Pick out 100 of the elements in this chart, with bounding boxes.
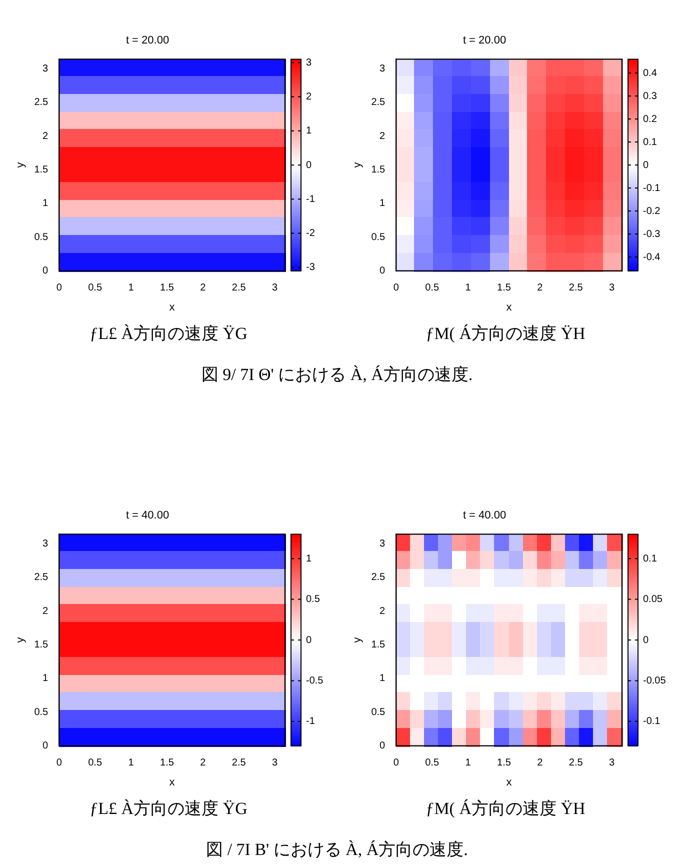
y-tick-label: 2 xyxy=(42,130,49,142)
color-bar-label: 2 xyxy=(306,91,312,102)
color-bar-label: 0.5 xyxy=(306,594,320,606)
y-tick-label: 2.5 xyxy=(371,572,386,584)
x-tick-label: 2 xyxy=(537,758,544,769)
x-tick-label: 2.5 xyxy=(568,282,584,294)
y-tick-label: 2.5 xyxy=(34,97,49,108)
color-bar-label: 0.05 xyxy=(643,594,663,606)
color-bar-label: 0.3 xyxy=(643,90,658,102)
y-tick-label: 2 xyxy=(380,606,386,617)
color-bar-label: -2 xyxy=(306,228,316,240)
color-bar-label: -0.4 xyxy=(643,252,661,263)
color-bar-label: 0 xyxy=(306,634,312,646)
x-tick-label: 2 xyxy=(537,282,544,294)
x-tick-label: 0.5 xyxy=(425,282,440,294)
color-bar-label: 0 xyxy=(306,160,312,171)
x-tick-label: 0 xyxy=(393,758,400,769)
color-bar-label: -1 xyxy=(306,716,316,728)
x-tick-label: 3 xyxy=(272,282,278,294)
text: 図 / 7I B' における À, Á方向の速度. xyxy=(205,839,469,861)
x-tick-label: 1 xyxy=(128,758,134,769)
x-tick-label: 1.5 xyxy=(160,758,174,769)
x-tick-label: 2.5 xyxy=(568,758,584,769)
y-tick-label: 1.5 xyxy=(371,640,386,651)
color-bar-label: 0.2 xyxy=(643,114,658,125)
y-tick-label: 2.5 xyxy=(34,572,49,584)
x-tick-label: 0 xyxy=(393,282,400,294)
color-bar-label: -1 xyxy=(306,194,316,205)
chart-title: t = 40.00 xyxy=(126,510,170,522)
color-bar-label: 0.1 xyxy=(643,553,658,564)
y-tick-label: 0.5 xyxy=(371,706,386,718)
x-tick-label: 0 xyxy=(56,758,62,769)
x-tick-label: 1.5 xyxy=(497,282,512,294)
x-axis-title: x xyxy=(506,301,512,314)
y-tick-label: 0 xyxy=(42,740,49,752)
y-axis-title: y xyxy=(14,636,27,643)
x-tick-label: 1 xyxy=(465,758,472,769)
text: ƒL£ À方向の速度 ŸG xyxy=(88,323,248,345)
x-tick-label: 1 xyxy=(465,282,472,294)
x-tick-label: 0.5 xyxy=(88,282,102,294)
x-tick-label: 2.5 xyxy=(232,282,246,294)
x-tick-label: 1 xyxy=(128,282,134,294)
y-tick-label: 1.5 xyxy=(371,164,386,176)
color-bar-label: -0.05 xyxy=(643,675,666,686)
y-tick-label: 0.5 xyxy=(371,232,386,243)
text: ƒL£ À方向の速度 ŸG xyxy=(88,798,248,820)
text: ƒM( Á方向の速度 ŸH xyxy=(424,323,586,345)
y-tick-label: 3 xyxy=(380,63,386,74)
y-tick-label: 3 xyxy=(42,538,49,550)
y-tick-label: 0.5 xyxy=(34,232,49,243)
color-bar-label: 0 xyxy=(643,160,649,171)
x-tick-label: 0 xyxy=(56,282,62,294)
text: ƒM( Á方向の速度 ŸH xyxy=(424,798,586,820)
x-tick-label: 0.5 xyxy=(88,758,102,769)
x-tick-label: 3 xyxy=(609,282,616,294)
y-tick-label: 0 xyxy=(380,740,386,752)
y-tick-label: 1.5 xyxy=(34,640,49,651)
y-tick-label: 0 xyxy=(42,266,49,277)
y-tick-label: 1 xyxy=(380,198,386,210)
color-bar-label: 3 xyxy=(306,57,312,68)
y-tick-label: 3 xyxy=(380,538,386,550)
y-tick-label: 2 xyxy=(42,606,49,617)
x-tick-label: 3 xyxy=(272,758,278,769)
y-tick-label: 2.5 xyxy=(371,97,386,108)
y-tick-label: 0 xyxy=(380,266,386,277)
y-tick-label: 2 xyxy=(380,130,386,142)
x-tick-label: 1.5 xyxy=(160,282,174,294)
x-axis-title: x xyxy=(169,776,176,788)
y-tick-label: 0.5 xyxy=(34,706,49,718)
y-tick-label: 1 xyxy=(42,198,49,210)
color-bar-label: -0.1 xyxy=(643,716,661,728)
color-bar-label: 1 xyxy=(306,126,312,137)
caption: 図 9/ 7I Θ' における À, Á方向の速度. xyxy=(200,364,474,386)
color-bar-label: -0.3 xyxy=(643,228,661,240)
x-tick-label: 1.5 xyxy=(497,758,512,769)
x-tick-label: 3 xyxy=(609,758,616,769)
chart-title: t = 40.00 xyxy=(462,510,506,522)
y-tick-label: 1 xyxy=(380,673,386,684)
x-tick-label: 2.5 xyxy=(232,758,246,769)
chart-title: t = 20.00 xyxy=(126,34,170,47)
x-tick-label: 0.5 xyxy=(425,758,440,769)
x-axis-title: x xyxy=(169,301,176,314)
color-bar-label: -0.1 xyxy=(643,182,661,194)
y-tick-label: 1 xyxy=(42,673,49,684)
y-tick-label: 1.5 xyxy=(34,164,49,176)
x-tick-label: 2 xyxy=(200,758,206,769)
color-bar-label: -0.2 xyxy=(643,206,661,217)
color-bar-label: -3 xyxy=(306,262,316,274)
color-bar-label: 1 xyxy=(306,553,312,564)
color-bar-label: 0.4 xyxy=(643,68,658,79)
color-bar-label: -0.5 xyxy=(306,675,324,686)
x-axis-title: x xyxy=(506,776,512,788)
color-bar-label: 0.1 xyxy=(643,136,658,148)
y-tick-label: 3 xyxy=(42,63,49,74)
y-axis-title: y xyxy=(14,162,27,168)
y-axis-title: y xyxy=(352,162,364,168)
x-tick-label: 2 xyxy=(200,282,206,294)
chart-title: t = 20.00 xyxy=(462,34,506,47)
color-bar-label: 0 xyxy=(643,634,649,646)
y-axis-title: y xyxy=(352,636,364,643)
